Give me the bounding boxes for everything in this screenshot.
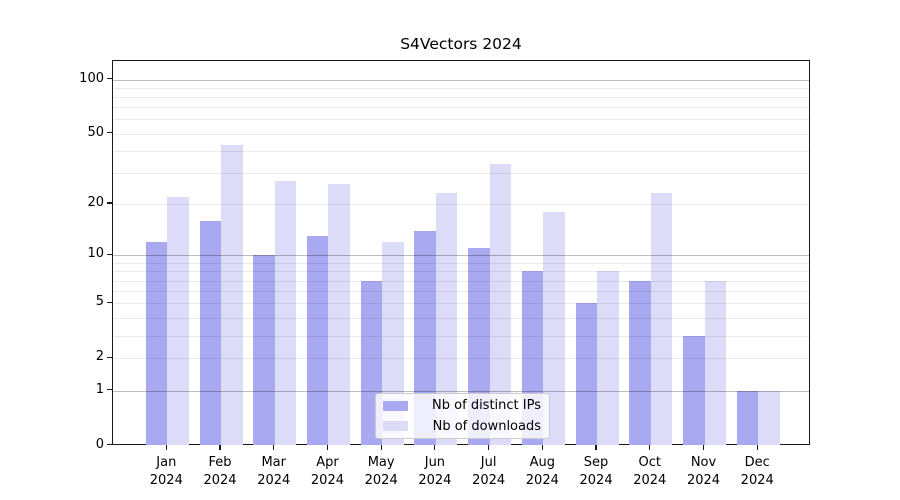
y-tick-label: 1 <box>95 381 104 397</box>
gridline-minor <box>113 87 809 89</box>
gridline-minor <box>113 358 809 360</box>
x-tick <box>219 444 221 450</box>
gridline-minor <box>113 317 809 319</box>
bar-distinct-ips <box>306 236 329 446</box>
x-tick-label: Sep 2024 <box>579 454 613 488</box>
gridline-minor <box>113 271 809 273</box>
gridline-minor <box>113 291 809 293</box>
y-tick-label: 0 <box>95 436 104 452</box>
bar-downloads <box>543 211 565 446</box>
y-tick-label: 20 <box>87 195 104 211</box>
x-tick-label: Mar 2024 <box>257 454 291 488</box>
bar-distinct-ips <box>199 220 222 446</box>
gridline-minor <box>113 173 809 175</box>
y-tick <box>107 443 112 446</box>
gridline-minor <box>113 303 809 305</box>
legend-entry-downloads: Nb of downloads <box>383 419 541 435</box>
bar-distinct-ips <box>253 255 275 446</box>
x-tick <box>541 444 543 450</box>
x-tick <box>165 444 167 450</box>
chart-title: S4Vectors 2024 <box>400 35 522 53</box>
y-tick-label: 10 <box>87 246 104 262</box>
bar-downloads <box>489 163 512 446</box>
gridline-minor <box>113 204 809 206</box>
legend-swatch-distinct-ips <box>383 400 408 411</box>
bar-downloads <box>704 280 726 446</box>
bar-downloads <box>274 181 297 446</box>
bar-downloads <box>597 271 619 446</box>
gridline-minor <box>113 335 809 337</box>
gridline-major <box>113 79 809 81</box>
x-tick-label: Nov 2024 <box>686 454 721 488</box>
x-tick <box>326 444 329 450</box>
x-tick-label: Feb 2024 <box>203 454 237 488</box>
y-tick-label: 50 <box>87 124 104 140</box>
y-tick-label: 100 <box>79 70 104 86</box>
bar-downloads <box>221 145 243 446</box>
x-tick-label: Aug 2024 <box>525 454 559 488</box>
bar-downloads <box>328 184 350 446</box>
legend-entry-distinct-ips: Nb of distinct IPs <box>383 398 541 414</box>
y-tick <box>107 132 112 134</box>
legend-swatch-downloads <box>383 421 408 432</box>
x-tick-label: Jan 2024 <box>149 454 183 488</box>
x-tick-label: Oct 2024 <box>633 454 667 488</box>
legend: Nb of distinct IPs Nb of downloads <box>375 393 550 439</box>
plot-area <box>112 60 810 446</box>
gridline-minor <box>113 107 809 109</box>
y-tick-label: 2 <box>95 349 104 365</box>
gridline-minor <box>113 280 809 282</box>
x-tick <box>702 444 705 450</box>
x-tick <box>595 444 597 450</box>
x-tick <box>488 444 490 450</box>
x-tick-label: Jul 2024 <box>472 454 506 488</box>
y-tick <box>107 253 112 255</box>
bar-distinct-ips <box>145 242 168 446</box>
gridline-minor <box>113 262 809 264</box>
gridline-major <box>113 390 809 392</box>
x-tick-label: May 2024 <box>364 454 398 488</box>
x-tick-label: Apr 2024 <box>310 454 344 488</box>
x-tick <box>434 444 436 450</box>
gridline-minor <box>113 133 809 135</box>
bar-downloads <box>758 390 780 446</box>
x-tick-label: Jun 2024 <box>418 454 452 488</box>
x-tick <box>756 444 758 450</box>
bar-distinct-ips <box>575 303 598 446</box>
y-tick <box>107 301 112 303</box>
bar-distinct-ips <box>414 230 436 446</box>
x-tick <box>380 444 382 450</box>
gridline-minor <box>113 151 809 152</box>
gridline-major <box>113 255 809 257</box>
gridline-minor <box>113 97 809 98</box>
x-tick <box>273 444 275 450</box>
y-tick <box>107 388 112 391</box>
bar-distinct-ips <box>629 280 651 446</box>
y-tick <box>107 202 112 204</box>
y-tick <box>107 77 112 80</box>
legend-label-downloads: Nb of downloads <box>432 418 541 434</box>
bar-distinct-ips <box>736 390 759 446</box>
bar-distinct-ips <box>683 335 705 446</box>
y-tick <box>107 356 112 358</box>
x-tick-label: Dec 2024 <box>740 454 774 488</box>
x-tick <box>649 444 651 450</box>
bar-downloads <box>650 193 673 446</box>
y-tick-label: 5 <box>95 294 104 310</box>
bar-downloads <box>435 193 458 446</box>
gridline-minor <box>113 119 809 121</box>
bar-downloads <box>167 196 189 446</box>
legend-label-distinct-ips: Nb of distinct IPs <box>432 398 541 414</box>
